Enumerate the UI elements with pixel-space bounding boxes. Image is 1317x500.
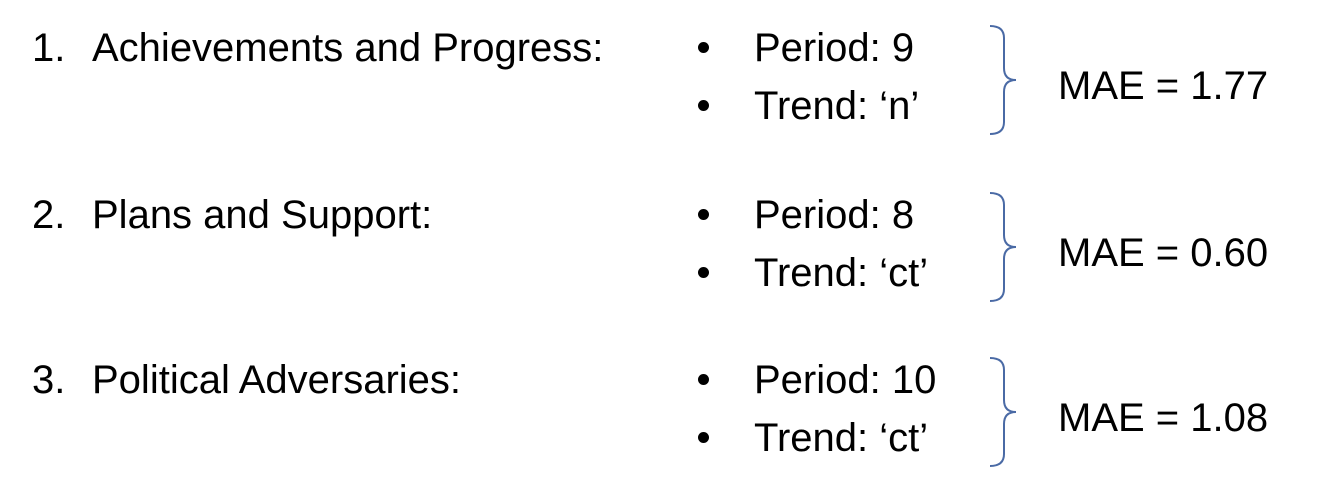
- item-label: Plans and Support:: [92, 191, 432, 239]
- right-brace-icon: [986, 24, 1026, 136]
- parameter-text: Period: 8: [754, 191, 914, 239]
- item-number: 2.: [32, 191, 65, 239]
- mae-result: MAE = 1.77: [1058, 62, 1268, 110]
- list-item: 3. Political Adversaries: Period: 10 Tre…: [0, 356, 1317, 476]
- list-item: 1. Achievements and Progress: Period: 9 …: [0, 24, 1317, 144]
- parameter-text: Trend: ‘ct’: [754, 249, 928, 297]
- item-label: Achievements and Progress:: [92, 24, 603, 72]
- bullet-icon: [698, 209, 709, 220]
- bullet-icon: [698, 374, 709, 385]
- bullet-icon: [698, 100, 709, 111]
- parameter-text: Trend: ‘n’: [754, 82, 919, 130]
- list-item: 2. Plans and Support: Period: 8 Trend: ‘…: [0, 191, 1317, 311]
- parameter-text: Trend: ‘ct’: [754, 414, 928, 462]
- bullet-icon: [698, 267, 709, 278]
- mae-result: MAE = 1.08: [1058, 394, 1268, 442]
- bullet-icon: [698, 42, 709, 53]
- right-brace-icon: [986, 356, 1026, 468]
- mae-result: MAE = 0.60: [1058, 229, 1268, 277]
- bullet-icon: [698, 432, 709, 443]
- item-number: 1.: [32, 24, 65, 72]
- parameter-text: Period: 10: [754, 356, 936, 404]
- item-number: 3.: [32, 356, 65, 404]
- right-brace-icon: [986, 191, 1026, 303]
- parameter-text: Period: 9: [754, 24, 914, 72]
- item-label: Political Adversaries:: [92, 356, 461, 404]
